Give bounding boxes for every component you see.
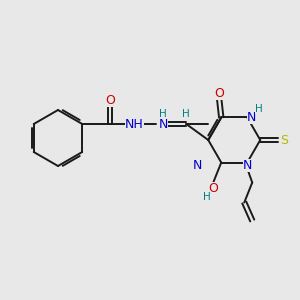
Text: S: S — [280, 134, 288, 146]
Text: N: N — [193, 159, 202, 172]
Text: H: H — [159, 109, 167, 119]
Text: N: N — [159, 118, 168, 130]
Text: N: N — [247, 111, 256, 124]
Text: O: O — [105, 94, 115, 106]
Text: NH: NH — [125, 118, 144, 130]
Text: H: H — [182, 109, 190, 119]
Text: O: O — [208, 182, 218, 195]
Text: N: N — [243, 159, 252, 172]
Text: H: H — [255, 104, 263, 115]
Text: H: H — [203, 191, 211, 202]
Text: O: O — [214, 87, 224, 100]
